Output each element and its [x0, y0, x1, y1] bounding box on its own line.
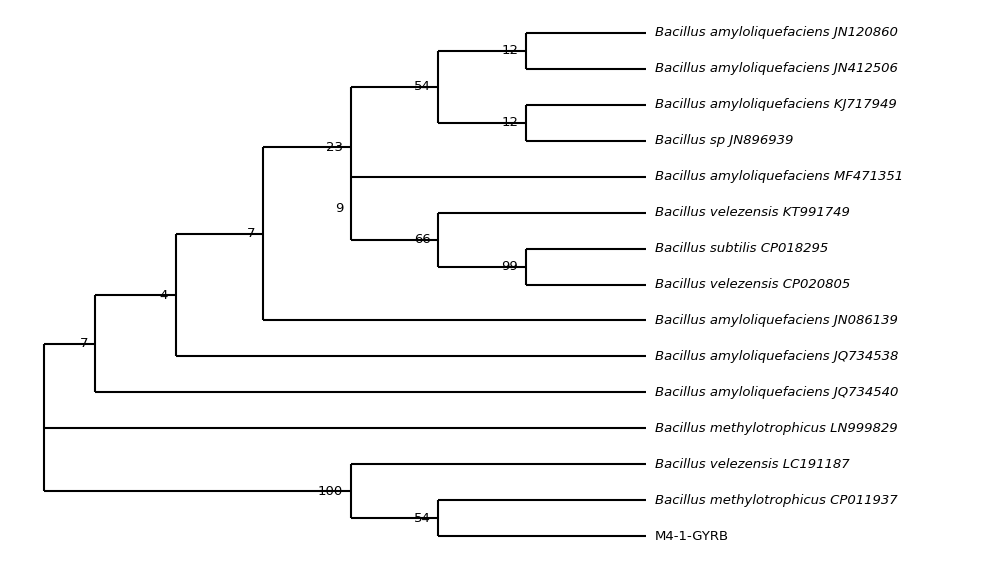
- Text: Bacillus amyloliquefaciens JN086139: Bacillus amyloliquefaciens JN086139: [655, 314, 897, 327]
- Text: 12: 12: [501, 116, 518, 129]
- Text: Bacillus amyloliquefaciens JQ734538: Bacillus amyloliquefaciens JQ734538: [655, 350, 898, 363]
- Text: 7: 7: [80, 337, 88, 351]
- Text: Bacillus amyloliquefaciens KJ717949: Bacillus amyloliquefaciens KJ717949: [655, 98, 896, 112]
- Text: 100: 100: [318, 485, 343, 498]
- Text: Bacillus subtilis CP018295: Bacillus subtilis CP018295: [655, 242, 828, 255]
- Text: 23: 23: [326, 141, 343, 154]
- Text: Bacillus amyloliquefaciens JN120860: Bacillus amyloliquefaciens JN120860: [655, 26, 897, 39]
- Text: Bacillus velezensis LC191187: Bacillus velezensis LC191187: [655, 457, 849, 471]
- Text: 99: 99: [501, 260, 518, 273]
- Text: Bacillus amyloliquefaciens MF471351: Bacillus amyloliquefaciens MF471351: [655, 170, 903, 183]
- Text: Bacillus methylotrophicus CP011937: Bacillus methylotrophicus CP011937: [655, 494, 897, 506]
- Text: 12: 12: [501, 44, 518, 57]
- Text: Bacillus methylotrophicus LN999829: Bacillus methylotrophicus LN999829: [655, 422, 897, 435]
- Text: 7: 7: [247, 228, 256, 241]
- Text: Bacillus velezensis CP020805: Bacillus velezensis CP020805: [655, 278, 850, 291]
- Text: M4-1-GYRB: M4-1-GYRB: [655, 530, 729, 543]
- Text: 54: 54: [414, 512, 431, 525]
- Text: Bacillus amyloliquefaciens JN412506: Bacillus amyloliquefaciens JN412506: [655, 63, 897, 75]
- Text: Bacillus velezensis KT991749: Bacillus velezensis KT991749: [655, 206, 849, 219]
- Text: 66: 66: [414, 233, 431, 246]
- Text: Bacillus amyloliquefaciens JQ734540: Bacillus amyloliquefaciens JQ734540: [655, 386, 898, 399]
- Text: 9: 9: [335, 201, 343, 215]
- Text: 54: 54: [414, 80, 431, 93]
- Text: Bacillus sp JN896939: Bacillus sp JN896939: [655, 134, 793, 147]
- Text: 4: 4: [160, 288, 168, 302]
